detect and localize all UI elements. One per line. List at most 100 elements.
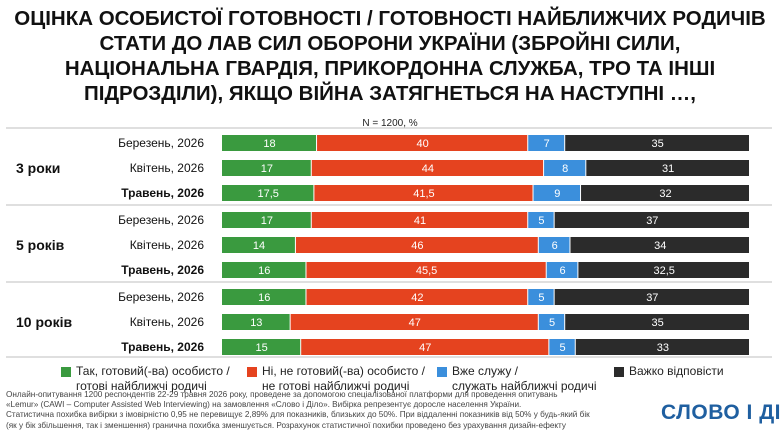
data-label: 17 (261, 215, 273, 227)
sample-size-note: N = 1200, % (362, 118, 418, 129)
bar-segment-no (317, 135, 528, 151)
bar-segment-hard (575, 339, 749, 355)
data-label: 44 (422, 163, 434, 175)
bar-segment-hard (565, 314, 749, 330)
legend-label-yes: Так, готовий(-ва) особисто / (76, 364, 230, 378)
chart-title: ОЦІНКА ОСОБИСТОЇ ГОТОВНОСТІ / ГОТОВНОСТІ… (0, 6, 780, 106)
legend-swatch-no (247, 367, 257, 377)
data-label: 32,5 (653, 265, 674, 277)
data-label: 8 (562, 163, 568, 175)
bar-segment-yes (222, 237, 295, 253)
stacked-bar-chart: 3 роки Березень, 2026 18 40 7 35 Квітень, 2026… (6, 127, 772, 358)
data-label: 15 (255, 342, 267, 354)
legend-swatch-yes (61, 367, 71, 377)
brand-logo: СЛОВО І ДІЛО (661, 401, 780, 424)
data-label: 13 (250, 317, 262, 329)
legend-swatch-hard (614, 367, 624, 377)
bar-segment-hard (554, 212, 749, 228)
bar-segment-serving (528, 289, 554, 305)
data-label: 17 (261, 163, 273, 175)
bar-segment-no (306, 262, 546, 278)
data-label: 34 (654, 240, 666, 252)
legend-label-yes: готові найближчі родичі (76, 379, 207, 393)
legend-label-serving: служать найближчі родичі (452, 379, 597, 393)
period-label: Березень, 2026 (118, 213, 204, 227)
bar-segment-no (314, 185, 533, 201)
bar-segment-hard (554, 289, 749, 305)
data-label: 45,5 (416, 265, 437, 277)
bar-segment-no (306, 289, 528, 305)
data-label: 5 (538, 292, 544, 304)
bar-segment-yes (222, 135, 317, 151)
bar-segment-yes (222, 160, 311, 176)
bar-segment-no (311, 160, 544, 176)
bar-segment-serving (528, 212, 554, 228)
data-label: 9 (554, 188, 560, 200)
period-label: Квітень, 2026 (130, 161, 205, 175)
data-label: 5 (559, 342, 565, 354)
bar-segment-serving (533, 185, 581, 201)
group-label: 5 років (16, 237, 65, 253)
legend-label-serving: Вже служу / (452, 364, 519, 378)
title-line: НАЦІОНАЛЬНА ГВАРДІЯ, ПРИКОРДОННА СЛУЖБА,… (64, 57, 716, 80)
title-line: ПІДРОЗДІЛИ), ЯКЩО ВІЙНА ЗАТЯГНЕТЬСЯ НА Н… (84, 82, 696, 105)
bar-segment-serving (538, 237, 570, 253)
bar-segment-serving (546, 262, 578, 278)
bar-segment-no (311, 212, 528, 228)
legend-label-no: Ні, не готовий(-ва) особисто / (262, 364, 425, 378)
legend-swatch-serving (437, 367, 447, 377)
period-label: Березень, 2026 (118, 136, 204, 150)
bar-segment-no (301, 339, 549, 355)
data-label: 6 (559, 265, 565, 277)
period-label: Квітень, 2026 (130, 238, 205, 252)
data-label: 5 (549, 317, 555, 329)
footnote-line: (як у бік збільшення, так і зменшення) г… (6, 420, 566, 430)
data-label: 16 (258, 265, 270, 277)
bar-segment-hard (565, 135, 749, 151)
data-label: 6 (552, 240, 558, 252)
title-line: ОЦІНКА ОСОБИСТОЇ ГОТОВНОСТІ / ГОТОВНОСТІ… (14, 7, 766, 30)
period-label: Травень, 2026 (121, 340, 204, 354)
legend-label-hard: Важко відповісти (629, 364, 724, 378)
bar-segment-yes (222, 212, 311, 228)
data-label: 47 (419, 342, 431, 354)
data-label: 37 (646, 292, 658, 304)
group-label: 10 років (16, 314, 72, 330)
footnote-line: «Lemur» (CAWI – Computer Assisted Web In… (6, 400, 522, 410)
bar-segment-no (295, 237, 538, 253)
data-label: 5 (538, 215, 544, 227)
bar-segment-serving (528, 135, 565, 151)
bar-segment-serving (544, 160, 586, 176)
data-label: 41,5 (413, 188, 434, 200)
footnote-line: Статистична похибка вибірки з імовірніст… (6, 410, 590, 420)
footnote-line: Онлайн-опитування 1200 респондентів 22-2… (6, 390, 558, 399)
data-label: 47 (409, 317, 421, 329)
bar-segment-yes (222, 314, 290, 330)
bar-segment-no (290, 314, 538, 330)
data-label: 35 (651, 138, 663, 150)
group-label: 3 роки (16, 160, 60, 176)
data-label: 35 (651, 317, 663, 329)
bar-segment-hard (570, 237, 749, 253)
data-label: 46 (411, 240, 423, 252)
data-label: 18 (263, 138, 275, 150)
data-label: 17,5 (257, 188, 278, 200)
data-label: 41 (414, 215, 426, 227)
data-label: 42 (411, 292, 423, 304)
data-label: 40 (417, 138, 429, 150)
methodology-footnote: Онлайн-опитування 1200 респондентів 22-2… (6, 390, 616, 431)
legend-label-no: не готові найближчі родичі (262, 379, 410, 393)
data-label: 32 (659, 188, 671, 200)
bar-segment-yes (222, 289, 306, 305)
bar-segment-hard (581, 185, 749, 201)
bar-segment-yes (222, 339, 301, 355)
bar-segment-yes (222, 185, 314, 201)
data-label: 37 (646, 215, 658, 227)
bar-segment-yes (222, 262, 306, 278)
period-label: Березень, 2026 (118, 290, 204, 304)
title-line: СТАТИ ДО ЛАВ СИЛ ОБОРОНИ УКРАЇНИ (ЗБРОЙН… (99, 32, 681, 55)
period-label: Травень, 2026 (121, 263, 204, 277)
data-label: 7 (544, 138, 550, 150)
bar-segment-hard (578, 262, 749, 278)
bar-segment-hard (586, 160, 749, 176)
